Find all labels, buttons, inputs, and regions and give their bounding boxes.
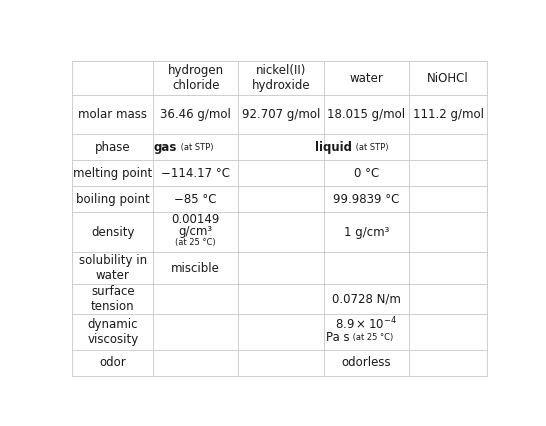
Text: miscible: miscible [171,262,220,274]
Text: 0 °C: 0 °C [354,167,379,180]
Text: water: water [349,72,383,85]
Text: (at STP): (at STP) [178,143,213,152]
Text: (at STP): (at STP) [353,143,389,152]
Text: molar mass: molar mass [78,108,147,121]
Text: 18.015 g/mol: 18.015 g/mol [327,108,405,121]
Text: odorless: odorless [341,356,391,369]
Text: (at 25 °C): (at 25 °C) [175,238,216,247]
Text: nickel(II)
hydroxide: nickel(II) hydroxide [252,64,310,92]
Text: 0.00149: 0.00149 [171,213,220,226]
Text: $8.9\times10^{-4}$: $8.9\times10^{-4}$ [335,316,397,332]
Text: surface
tension: surface tension [91,285,135,313]
Text: odor: odor [99,356,126,369]
Text: 36.46 g/mol: 36.46 g/mol [161,108,231,121]
Text: boiling point: boiling point [76,193,150,206]
Text: Pa s: Pa s [325,331,349,344]
Text: melting point: melting point [73,167,152,180]
Text: 1 g/cm³: 1 g/cm³ [343,226,389,239]
Text: solubility in
water: solubility in water [79,254,147,282]
Text: −85 °C: −85 °C [175,193,217,206]
Text: liquid: liquid [314,141,352,154]
Text: gas: gas [153,141,177,154]
Text: −114.17 °C: −114.17 °C [161,167,230,180]
Text: dynamic
viscosity: dynamic viscosity [87,318,139,346]
Text: 92.707 g/mol: 92.707 g/mol [242,108,320,121]
Text: 99.9839 °C: 99.9839 °C [333,193,400,206]
Text: g/cm³: g/cm³ [179,225,213,238]
Text: 0.0728 N/m: 0.0728 N/m [332,292,401,305]
Text: density: density [91,226,134,239]
Text: phase: phase [95,141,130,154]
Text: hydrogen
chloride: hydrogen chloride [168,64,224,92]
Text: 111.2 g/mol: 111.2 g/mol [413,108,484,121]
Text: (at 25 °C): (at 25 °C) [350,333,393,342]
Text: NiOHCl: NiOHCl [427,72,469,85]
